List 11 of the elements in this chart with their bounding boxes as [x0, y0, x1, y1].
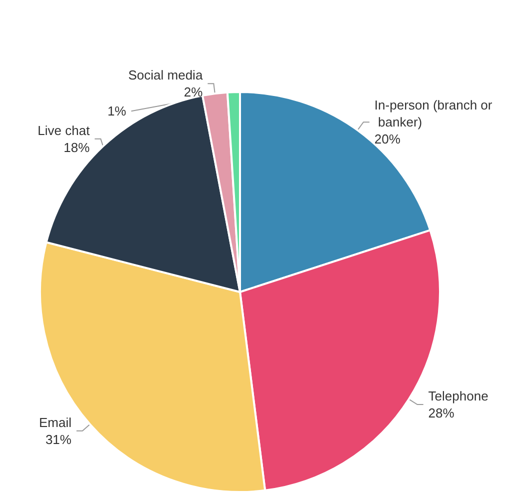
data-label: 1% — [107, 104, 127, 119]
data-label: 28% — [428, 406, 455, 421]
slice-label: Email — [38, 414, 72, 430]
data-label: 20% — [374, 132, 401, 147]
slice-label: Live chat — [38, 122, 90, 138]
slice-label: Social media — [128, 68, 204, 83]
data-label: 2% — [184, 84, 204, 100]
slice-label: In-person (branch or banker) — [374, 98, 493, 130]
slice-label: Telephone — [428, 388, 488, 404]
data-label: 18% — [64, 140, 90, 155]
data-label: 31% — [45, 432, 72, 447]
